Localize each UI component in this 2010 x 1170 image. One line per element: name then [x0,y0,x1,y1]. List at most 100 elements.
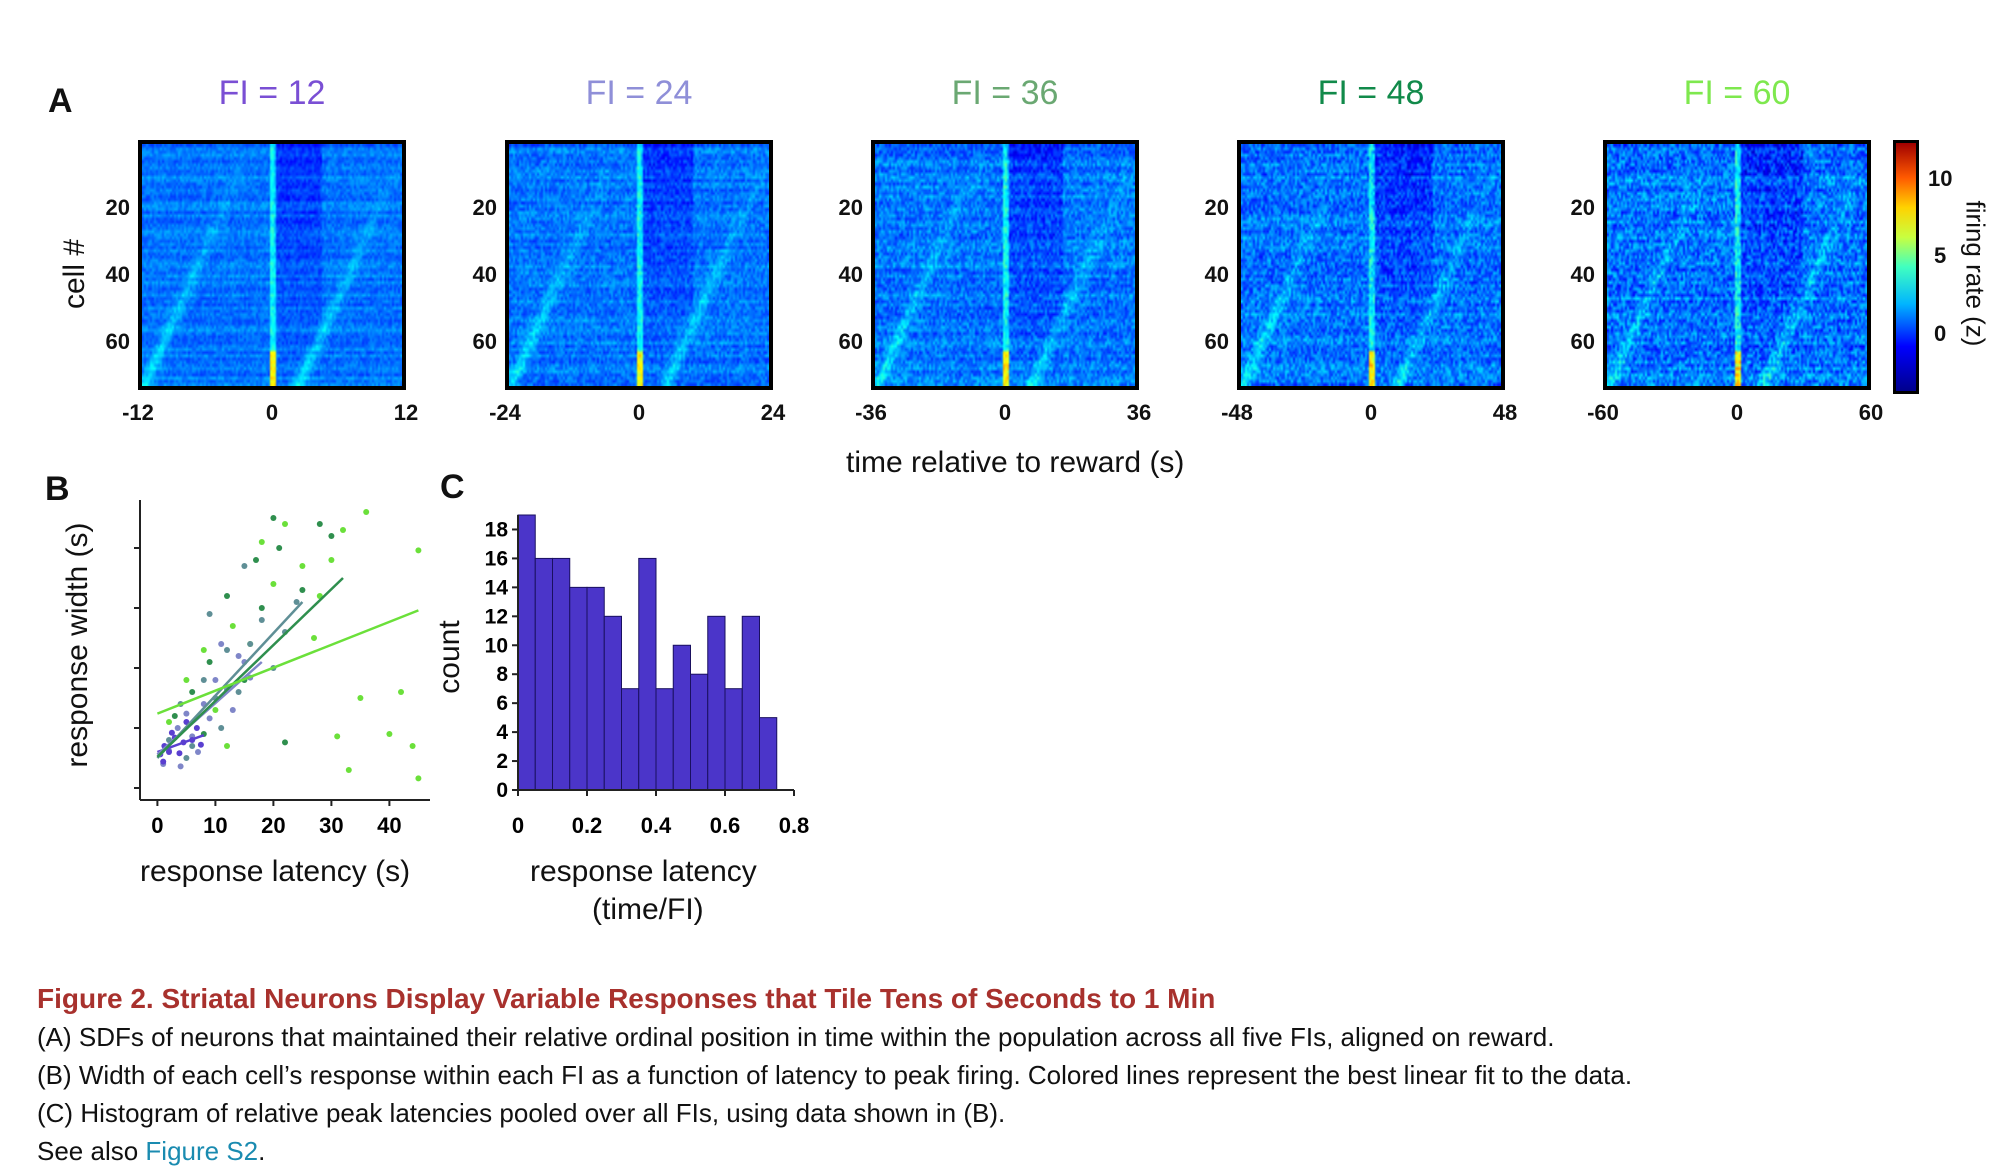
scatter-point [299,587,306,593]
panel-b-label: B [45,470,70,508]
scatter-point [171,713,178,719]
heatmap-x-tick: 60 [1858,400,1884,425]
scatter-point [258,605,265,611]
scatter-point [270,515,277,521]
scatter-point [206,715,213,722]
heatmap-y-tick: 60 [1570,329,1595,354]
scatter-point [345,767,352,773]
heatmap-title: FI = 24 [585,74,693,112]
heatmap-y-tick: 40 [472,262,497,287]
scatter-point [183,710,190,717]
scatter-point [218,725,225,731]
scatter-point [195,749,201,755]
histogram-bar [655,688,674,791]
scatter-point [415,775,422,782]
heatmap-y-tick: 40 [1570,262,1595,287]
scatter-point [247,641,254,647]
heatmap [1603,140,1871,390]
histogram-bar [621,688,640,791]
heatmap-x-tick: 12 [393,400,419,425]
heatmap-x-tick: 0 [1730,400,1744,425]
histogram-y-label: count [433,620,466,694]
scatter-x-label: response latency (s) [140,855,411,888]
see-also-prefix: See also [37,1136,146,1166]
histogram: 0 2 4 6 8 10 12 14 16 18 0 0.2 0.4 0.6 0.8 [485,514,810,838]
scatter-point [282,521,288,527]
scatter-point [212,677,219,683]
colorbar-tick: 10 [1928,166,1953,191]
scatter-point [340,527,346,533]
heatmap-x-tick: 0 [998,400,1012,425]
heatmap-x-tick: -12 [122,400,154,425]
scatter-point [328,557,335,563]
scatter-x-tick: 10 [203,813,227,838]
heatmap-x-tick: 0 [1364,400,1378,425]
scatter-point [229,707,236,713]
heatmap-title: FI = 12 [218,74,326,112]
scatter-point [293,599,300,605]
figure-caption: Figure 2. Striatal Neurons Display Varia… [37,980,1977,1170]
heatmap-y-label: cell # [58,238,91,310]
scatter-point [258,539,265,545]
histogram-bar [759,717,778,791]
colorbar [1893,140,1919,394]
scatter-point [218,641,225,647]
heatmap-title: FI = 60 [1683,74,1791,112]
histogram-y-tick: 16 [485,547,508,570]
scatter-point [316,521,323,527]
heatmap [138,140,406,390]
heatmap-y-tick: 40 [1204,262,1229,287]
scatter-point [206,611,213,617]
heatmap-x-tick: -24 [489,400,521,425]
heatmap-y-tick: 20 [1204,195,1229,220]
scatter-point [386,731,393,737]
scatter-point [276,545,283,551]
fit-line [156,577,344,758]
histogram-x-tick: 0.8 [779,813,810,838]
histogram-y-tick: 10 [485,634,508,657]
scatter-point [363,509,370,515]
scatter-point [334,733,341,740]
fit-line [156,609,419,715]
scatter-point [160,758,167,765]
scatter-point [282,739,288,746]
histogram-x-tick: 0.2 [572,813,603,838]
histogram-bar [724,688,743,791]
scatter-point [177,763,184,770]
scatter-x-tick: 20 [261,813,285,838]
scatter-point [299,563,306,569]
histogram-x-tick: 0 [512,813,524,838]
heatmap-x-tick: 48 [1492,400,1518,425]
scatter-point [224,647,230,653]
histogram-y-tick: 18 [485,518,509,541]
scatter-point [409,743,416,749]
histogram-bar [603,615,622,791]
scatter-point [189,743,196,749]
scatter-point [200,677,207,683]
scatter-point [357,695,364,701]
histogram-bar [586,586,605,791]
scatter-point [224,743,230,749]
scatter-point [189,689,196,695]
figure-s2-link[interactable]: Figure S2 [145,1136,259,1166]
heatmap-y-tick: 20 [472,195,497,220]
heatmap-y-tick: 40 [105,262,130,287]
histogram-x-label: response latency [530,855,757,888]
scatter-point [415,547,422,554]
histogram-y-tick: 4 [496,721,508,744]
heatmap-x-tick: 24 [760,400,786,425]
heatmap [1237,140,1505,390]
caption-line-c: (C) Histogram of relative peak latencies… [37,1098,1006,1128]
scatter-point [200,647,207,653]
caption-line-a: (A) SDFs of neurons that maintained thei… [37,1022,1555,1052]
scatter-x-tick: 30 [319,813,343,838]
heatmap-y-tick: 20 [838,195,863,220]
histogram-x-tick: 0.6 [710,813,741,838]
scatter-point [193,725,200,731]
histogram-x-label-units: (time/FI) [592,893,704,926]
caption-line-b: (B) Width of each cell’s response within… [37,1060,1633,1090]
scatter-point [253,557,259,563]
heatmap-x-tick: 0 [265,400,279,425]
scatter-x-tick: 40 [377,813,401,838]
scatter-point [235,689,242,695]
